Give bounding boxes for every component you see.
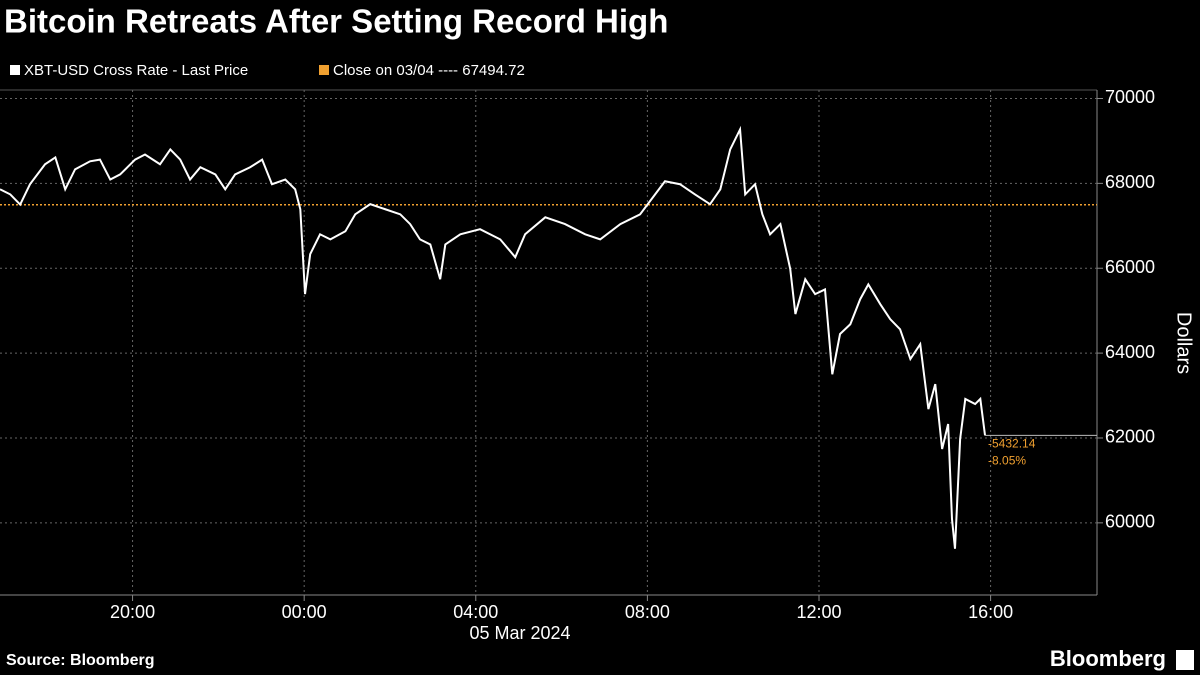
legend-label: XBT-USD Cross Rate - Last Price <box>24 62 248 79</box>
x-sublabel: 05 Mar 2024 <box>469 623 570 643</box>
price-line <box>0 125 987 549</box>
y-tick-label: 64000 <box>1105 342 1155 362</box>
y-tick-label: 70000 <box>1105 87 1155 107</box>
x-tick-label: 12:00 <box>796 602 841 622</box>
y-tick-label: 60000 <box>1105 512 1155 532</box>
legend-swatch <box>10 65 20 75</box>
legend-label: Close on 03/04 ---- 67494.72 <box>333 62 525 79</box>
x-tick-label: 16:00 <box>968 602 1013 622</box>
source: Source: Bloomberg <box>6 652 154 669</box>
brand-icon <box>1176 650 1194 670</box>
y-axis-label: Dollars <box>1173 312 1195 374</box>
x-tick-label: 08:00 <box>625 602 670 622</box>
y-tick-label: 66000 <box>1105 257 1155 277</box>
chart-title: Bitcoin Retreats After Setting Record Hi… <box>4 3 668 40</box>
brand: Bloomberg <box>1050 646 1166 671</box>
change-label: -5432.14 <box>988 436 1036 450</box>
change-label: -8.05% <box>988 453 1026 467</box>
y-tick-label: 68000 <box>1105 172 1155 192</box>
x-tick-label: 20:00 <box>110 602 155 622</box>
legend-swatch <box>319 65 329 75</box>
x-tick-label: 04:00 <box>453 602 498 622</box>
x-tick-label: 00:00 <box>282 602 327 622</box>
y-tick-label: 62000 <box>1105 427 1155 447</box>
